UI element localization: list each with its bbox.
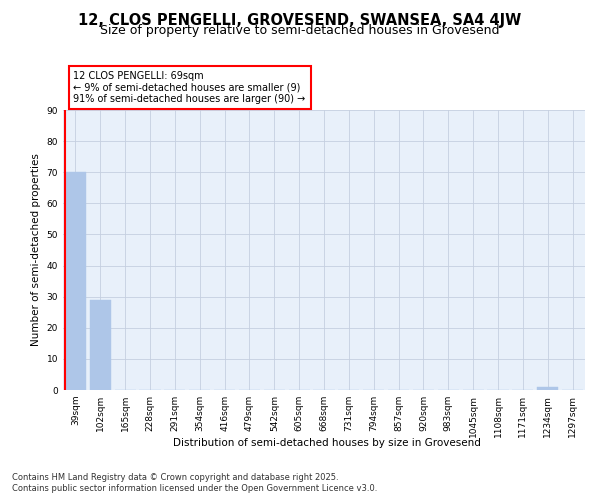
- Text: 12, CLOS PENGELLI, GROVESEND, SWANSEA, SA4 4JW: 12, CLOS PENGELLI, GROVESEND, SWANSEA, S…: [79, 12, 521, 28]
- Bar: [537, 387, 558, 390]
- Text: Contains HM Land Registry data © Crown copyright and database right 2025.: Contains HM Land Registry data © Crown c…: [12, 472, 338, 482]
- Bar: [65, 172, 86, 390]
- Y-axis label: Number of semi-detached properties: Number of semi-detached properties: [31, 154, 41, 346]
- Bar: [90, 300, 111, 390]
- Text: Size of property relative to semi-detached houses in Grovesend: Size of property relative to semi-detach…: [100, 24, 500, 37]
- Text: Contains public sector information licensed under the Open Government Licence v3: Contains public sector information licen…: [12, 484, 377, 493]
- Text: Distribution of semi-detached houses by size in Grovesend: Distribution of semi-detached houses by …: [173, 438, 481, 448]
- Text: 12 CLOS PENGELLI: 69sqm
← 9% of semi-detached houses are smaller (9)
91% of semi: 12 CLOS PENGELLI: 69sqm ← 9% of semi-det…: [73, 71, 305, 104]
